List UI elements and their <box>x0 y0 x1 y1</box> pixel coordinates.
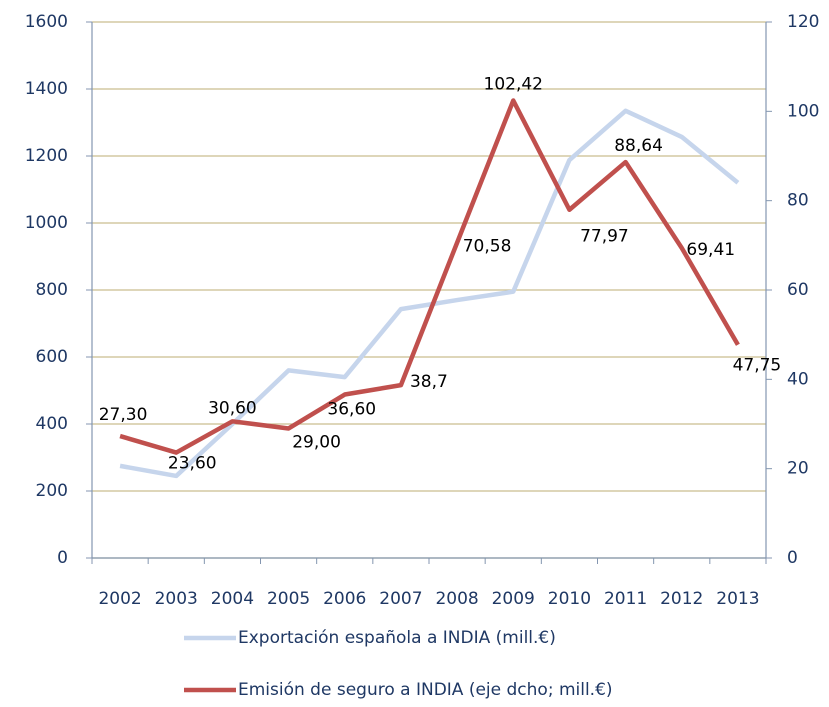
y-tick-label: 600 <box>36 347 68 367</box>
x-tick-label: 2004 <box>211 589 254 609</box>
data-label: 36,60 <box>327 400 376 420</box>
y2-tick-label: 0 <box>787 548 798 568</box>
series-line <box>119 108 740 479</box>
x-tick-label: 2003 <box>155 589 198 609</box>
data-label: 77,97 <box>580 227 629 247</box>
data-label: 70,58 <box>463 237 512 257</box>
x-tick-label: 2006 <box>323 589 366 609</box>
data-label: 29,00 <box>292 432 341 452</box>
series-line <box>119 98 740 455</box>
data-label: 27,30 <box>99 405 148 425</box>
legend-label: Emisión de seguro a INDIA (eje dcho; mil… <box>238 680 613 700</box>
data-label: 30,60 <box>208 398 257 418</box>
x-tick-label: 2013 <box>716 589 759 609</box>
x-tick-label: 2009 <box>492 589 535 609</box>
y-tick-label: 0 <box>57 548 68 568</box>
y-tick-label: 1400 <box>25 79 68 99</box>
data-label: 23,60 <box>168 454 217 474</box>
y-tick-label: 1200 <box>25 146 68 166</box>
y-tick-label: 200 <box>36 481 68 501</box>
data-label: 69,41 <box>686 240 735 260</box>
y-tick-label: 400 <box>36 414 68 434</box>
data-label: 102,42 <box>484 75 543 95</box>
y2-tick-label: 60 <box>787 280 809 300</box>
y2-tick-label: 100 <box>787 101 819 121</box>
y2-tick-label: 40 <box>787 369 809 389</box>
y-tick-label: 800 <box>36 280 68 300</box>
x-tick-label: 2008 <box>435 589 478 609</box>
y-tick-label: 1000 <box>25 213 68 233</box>
x-tick-label: 2011 <box>604 589 647 609</box>
data-label: 88,64 <box>614 136 663 156</box>
x-tick-label: 2012 <box>660 589 703 609</box>
data-label: 38,7 <box>410 372 448 392</box>
legend-label: Exportación española a INDIA (mill.€) <box>238 628 556 648</box>
x-tick-label: 2007 <box>379 589 422 609</box>
y-tick-label: 1600 <box>25 12 68 32</box>
y2-tick-label: 20 <box>787 459 809 479</box>
data-label: 47,75 <box>733 356 782 376</box>
y2-tick-label: 120 <box>787 12 819 32</box>
x-tick-label: 2002 <box>98 589 141 609</box>
x-tick-label: 2010 <box>548 589 591 609</box>
y2-tick-label: 80 <box>787 191 809 211</box>
x-tick-label: 2005 <box>267 589 310 609</box>
